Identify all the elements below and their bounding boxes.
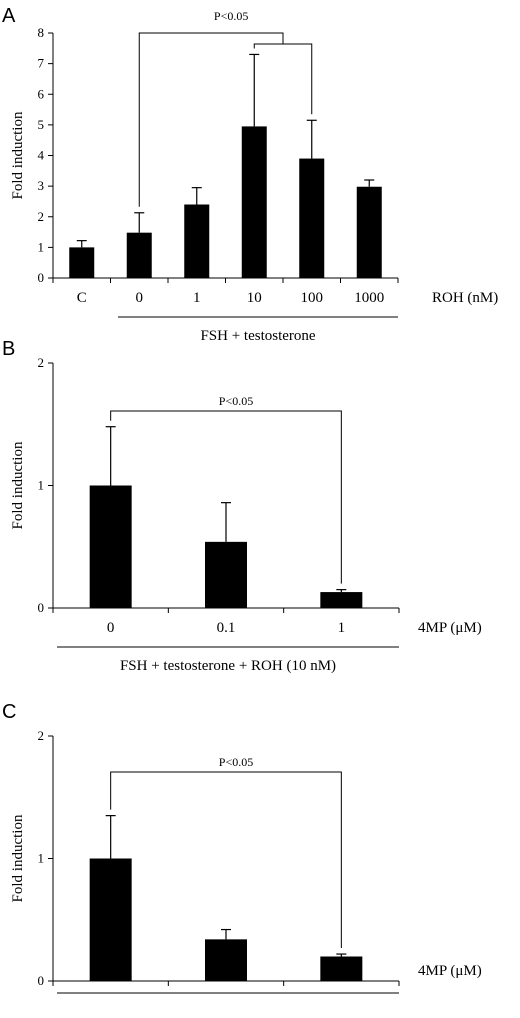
- bar: [356, 186, 382, 278]
- bar: [320, 956, 363, 981]
- group-label: FSH + testosterone + ROH (10 nM): [120, 658, 336, 674]
- x-category-label: 0: [107, 620, 115, 636]
- y-tick-label: 0: [38, 270, 45, 285]
- x-category-label: 10: [247, 290, 262, 306]
- y-tick-label: 3: [38, 178, 45, 193]
- significance-bracket: [110, 410, 342, 584]
- panel-letter: C: [2, 701, 16, 723]
- y-tick-label: 1: [38, 478, 45, 493]
- y-axis-label: Fold induction: [10, 814, 26, 902]
- x-category-label: C: [77, 290, 87, 306]
- x-category-label: 0: [107, 963, 115, 979]
- x-unit-label: ROH (nM): [432, 290, 498, 306]
- significance-label: P<0.05: [219, 755, 253, 769]
- y-tick-label: 6: [38, 86, 45, 101]
- bar: [69, 247, 95, 278]
- bar: [205, 541, 247, 608]
- chart-panel-b: B 0 1 2 Fold induction 0 0.1 1 4MP (μM) FSH + tes…: [2, 338, 482, 674]
- y-tick-label: 5: [38, 117, 45, 132]
- y-tick-label: 2: [38, 209, 45, 224]
- y-tick-label: 2: [38, 355, 45, 370]
- x-category-label: 0: [136, 290, 144, 306]
- significance-label: P<0.05: [214, 9, 248, 23]
- y-tick-label: 0: [38, 600, 45, 615]
- y-tick-label: 0: [38, 973, 45, 988]
- y-tick-label: 7: [38, 56, 45, 71]
- bar: [89, 858, 132, 981]
- panel-letter: A: [2, 5, 16, 27]
- x-category-label: 0.1: [217, 963, 236, 979]
- bar: [184, 204, 210, 278]
- y-tick-label: 8: [38, 25, 45, 40]
- y-tick-label: 4: [38, 148, 45, 163]
- y-tick-label: 1: [38, 239, 45, 254]
- bar: [126, 232, 152, 278]
- chart-panel-a: A 0 1 2 3 4 5 6 7 8 Fold induction C 0 1 10 100 1000 ROH …: [2, 5, 498, 344]
- x-category-label: 100: [301, 290, 324, 306]
- x-category-label: 1: [338, 963, 346, 979]
- y-tick-label: 1: [38, 851, 45, 866]
- bar: [299, 158, 325, 278]
- significance-label: P<0.05: [219, 394, 253, 408]
- x-category-label: 1: [338, 620, 346, 636]
- x-category-label: 1000: [354, 290, 384, 306]
- significance-sub-bracket: [253, 43, 313, 115]
- group-label: FSH + testosterone: [200, 328, 315, 344]
- bar: [89, 485, 132, 608]
- significance-bracket: [138, 32, 284, 207]
- x-unit-label: 4MP (μM): [418, 963, 482, 979]
- x-unit-label: 4MP (μM): [418, 620, 482, 636]
- x-category-label: 0.1: [217, 620, 236, 636]
- bar: [320, 592, 363, 608]
- x-category-label: 1: [193, 290, 201, 306]
- bar: [241, 126, 267, 278]
- significance-bracket: [110, 771, 342, 949]
- panel-letter: B: [2, 338, 15, 360]
- y-tick-label: 2: [38, 728, 45, 743]
- bar: [205, 939, 247, 981]
- y-axis-label: Fold induction: [10, 441, 26, 529]
- y-axis-label: Fold induction: [10, 111, 26, 199]
